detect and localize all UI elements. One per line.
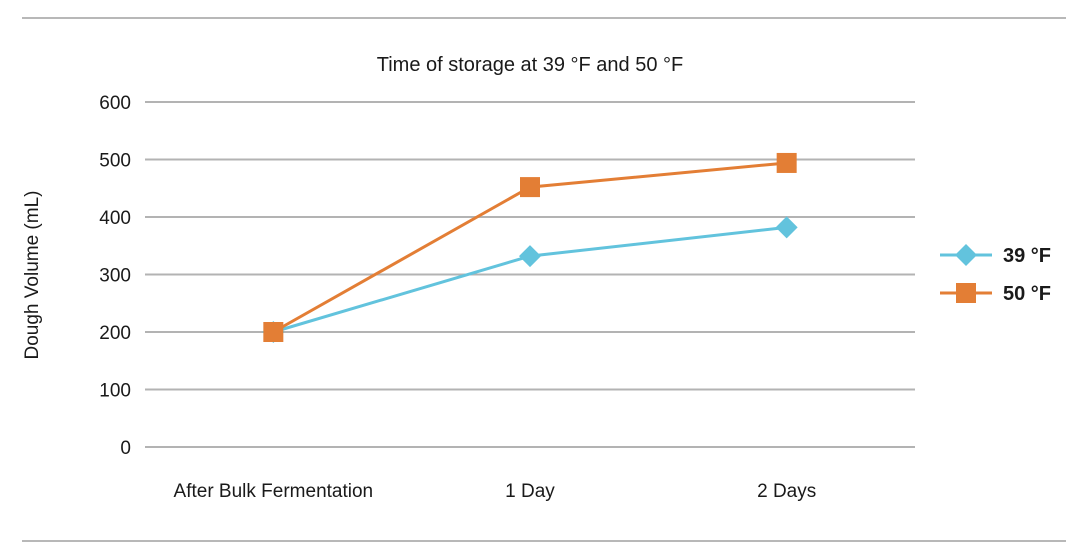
y-tick-label: 400: [99, 208, 131, 229]
y-axis-label: Dough Volume (mL): [22, 191, 43, 360]
legend-item: 39 °F: [940, 244, 1051, 267]
series-39f: [262, 216, 798, 343]
y-tick-label: 600: [99, 93, 131, 114]
series-line: [272, 225, 787, 334]
x-tick-label: 2 Days: [757, 481, 816, 502]
gridlines: [145, 101, 915, 448]
y-tick-label: 500: [99, 151, 131, 172]
legend-marker: [955, 244, 977, 266]
y-tick-label: 300: [99, 266, 131, 287]
legend: 39 °F 50 °F: [940, 244, 1051, 305]
legend-item: 50 °F: [940, 283, 1051, 305]
chart-title: Time of storage at 39 °F and 50 °F: [377, 54, 684, 76]
data-point: [519, 245, 541, 268]
y-tick-label: 100: [99, 381, 131, 402]
top-divider: [22, 17, 1066, 19]
data-point: [520, 177, 540, 198]
data-point: [776, 152, 797, 173]
data-point: [775, 216, 798, 239]
data-point: [263, 322, 284, 342]
x-tick-label: 1 Day: [505, 481, 555, 502]
x-tick-label: After Bulk Fermentation: [174, 481, 374, 502]
legend-label: 39 °F: [1003, 245, 1051, 267]
y-tick-labels: 0 100 200 300 400 500 600: [99, 93, 131, 459]
y-tick-label: 200: [99, 323, 131, 344]
series-50f: [263, 152, 797, 342]
y-tick-label: 0: [120, 438, 131, 459]
x-tick-labels: After Bulk Fermentation 1 Day 2 Days: [174, 481, 817, 502]
legend-label: 50 °F: [1003, 283, 1051, 305]
series-group: [262, 152, 798, 343]
legend-marker: [956, 283, 976, 303]
bottom-divider: [22, 540, 1066, 542]
